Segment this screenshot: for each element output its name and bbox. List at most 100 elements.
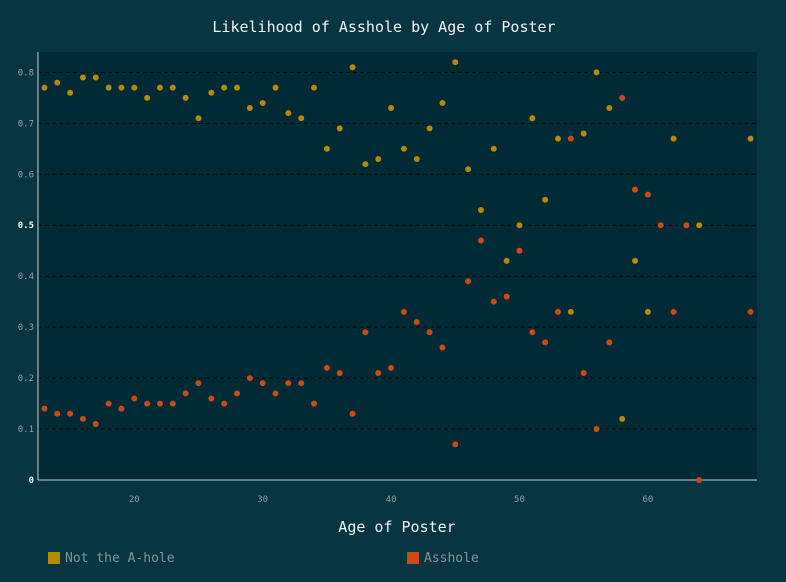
data-point[interactable] bbox=[670, 308, 677, 315]
data-point[interactable] bbox=[208, 395, 215, 402]
data-point[interactable] bbox=[426, 329, 433, 336]
data-point[interactable] bbox=[362, 329, 369, 336]
data-point[interactable] bbox=[144, 94, 151, 101]
data-point[interactable] bbox=[696, 477, 703, 483]
data-point[interactable] bbox=[92, 420, 99, 427]
data-point[interactable] bbox=[195, 115, 202, 122]
data-point[interactable] bbox=[632, 257, 639, 264]
data-point[interactable] bbox=[259, 99, 266, 106]
data-point[interactable] bbox=[477, 237, 484, 244]
data-point[interactable] bbox=[182, 390, 189, 397]
data-point[interactable] bbox=[516, 247, 523, 254]
data-point[interactable] bbox=[208, 89, 215, 96]
data-point[interactable] bbox=[41, 405, 48, 412]
data-point[interactable] bbox=[465, 278, 472, 285]
data-point[interactable] bbox=[683, 222, 690, 229]
data-point[interactable] bbox=[221, 84, 228, 91]
data-point[interactable] bbox=[105, 400, 112, 407]
data-point[interactable] bbox=[747, 135, 754, 142]
data-point[interactable] bbox=[593, 69, 600, 76]
data-point[interactable] bbox=[529, 115, 536, 122]
data-point[interactable] bbox=[670, 135, 677, 142]
data-point[interactable] bbox=[606, 105, 613, 112]
data-point[interactable] bbox=[388, 105, 395, 112]
data-point[interactable] bbox=[169, 84, 176, 91]
data-point[interactable] bbox=[503, 293, 510, 300]
data-point[interactable] bbox=[375, 156, 382, 162]
data-point[interactable] bbox=[311, 84, 318, 91]
data-point[interactable] bbox=[388, 364, 395, 371]
data-point[interactable] bbox=[349, 410, 356, 417]
data-point[interactable] bbox=[413, 156, 420, 162]
legend-item-not-the-a-hole[interactable]: Not the A-hole bbox=[48, 551, 175, 566]
data-point[interactable] bbox=[400, 145, 407, 152]
data-point[interactable] bbox=[375, 370, 382, 376]
data-point[interactable] bbox=[529, 329, 536, 336]
data-point[interactable] bbox=[156, 400, 163, 407]
data-point[interactable] bbox=[413, 319, 420, 326]
data-point[interactable] bbox=[246, 375, 253, 382]
data-point[interactable] bbox=[516, 222, 523, 229]
data-point[interactable] bbox=[67, 89, 74, 96]
data-point[interactable] bbox=[285, 110, 292, 117]
data-point[interactable] bbox=[503, 257, 510, 264]
data-point[interactable] bbox=[144, 400, 151, 407]
data-point[interactable] bbox=[131, 84, 138, 91]
data-point[interactable] bbox=[426, 125, 433, 132]
data-point[interactable] bbox=[567, 135, 574, 142]
data-point[interactable] bbox=[259, 380, 266, 387]
data-point[interactable] bbox=[593, 426, 600, 433]
data-point[interactable] bbox=[349, 64, 356, 71]
data-point[interactable] bbox=[41, 84, 48, 91]
data-point[interactable] bbox=[490, 298, 497, 305]
data-point[interactable] bbox=[439, 99, 446, 106]
data-point[interactable] bbox=[221, 400, 228, 407]
data-point[interactable] bbox=[285, 380, 292, 387]
data-point[interactable] bbox=[439, 344, 446, 351]
data-point[interactable] bbox=[272, 84, 279, 91]
data-point[interactable] bbox=[542, 196, 549, 203]
data-point[interactable] bbox=[567, 308, 574, 315]
data-point[interactable] bbox=[272, 390, 279, 397]
data-point[interactable] bbox=[79, 415, 86, 422]
data-point[interactable] bbox=[632, 186, 639, 193]
data-point[interactable] bbox=[452, 59, 459, 66]
data-point[interactable] bbox=[644, 308, 651, 315]
legend-item-asshole[interactable]: Asshole bbox=[407, 551, 479, 566]
data-point[interactable] bbox=[156, 84, 163, 91]
data-point[interactable] bbox=[452, 441, 459, 448]
data-point[interactable] bbox=[580, 370, 587, 376]
data-point[interactable] bbox=[542, 339, 549, 346]
data-point[interactable] bbox=[169, 400, 176, 407]
data-point[interactable] bbox=[67, 410, 74, 417]
data-point[interactable] bbox=[234, 84, 241, 91]
data-point[interactable] bbox=[747, 308, 754, 315]
data-point[interactable] bbox=[311, 400, 318, 407]
data-point[interactable] bbox=[182, 94, 189, 101]
data-point[interactable] bbox=[336, 125, 343, 132]
data-point[interactable] bbox=[234, 390, 241, 397]
data-point[interactable] bbox=[323, 145, 330, 152]
data-point[interactable] bbox=[131, 395, 138, 402]
data-point[interactable] bbox=[79, 74, 86, 81]
data-point[interactable] bbox=[118, 84, 125, 91]
data-point[interactable] bbox=[54, 79, 61, 86]
data-point[interactable] bbox=[298, 115, 305, 122]
data-point[interactable] bbox=[298, 380, 305, 387]
data-point[interactable] bbox=[696, 222, 703, 229]
data-point[interactable] bbox=[580, 130, 587, 137]
data-point[interactable] bbox=[400, 308, 407, 315]
data-point[interactable] bbox=[619, 415, 626, 422]
data-point[interactable] bbox=[644, 191, 651, 198]
data-point[interactable] bbox=[465, 166, 472, 173]
data-point[interactable] bbox=[657, 222, 664, 229]
data-point[interactable] bbox=[323, 364, 330, 371]
data-point[interactable] bbox=[118, 405, 125, 412]
data-point[interactable] bbox=[619, 94, 626, 101]
data-point[interactable] bbox=[195, 380, 202, 387]
data-point[interactable] bbox=[92, 74, 99, 81]
data-point[interactable] bbox=[477, 206, 484, 213]
data-point[interactable] bbox=[54, 410, 61, 417]
data-point[interactable] bbox=[336, 370, 343, 376]
data-point[interactable] bbox=[606, 339, 613, 346]
